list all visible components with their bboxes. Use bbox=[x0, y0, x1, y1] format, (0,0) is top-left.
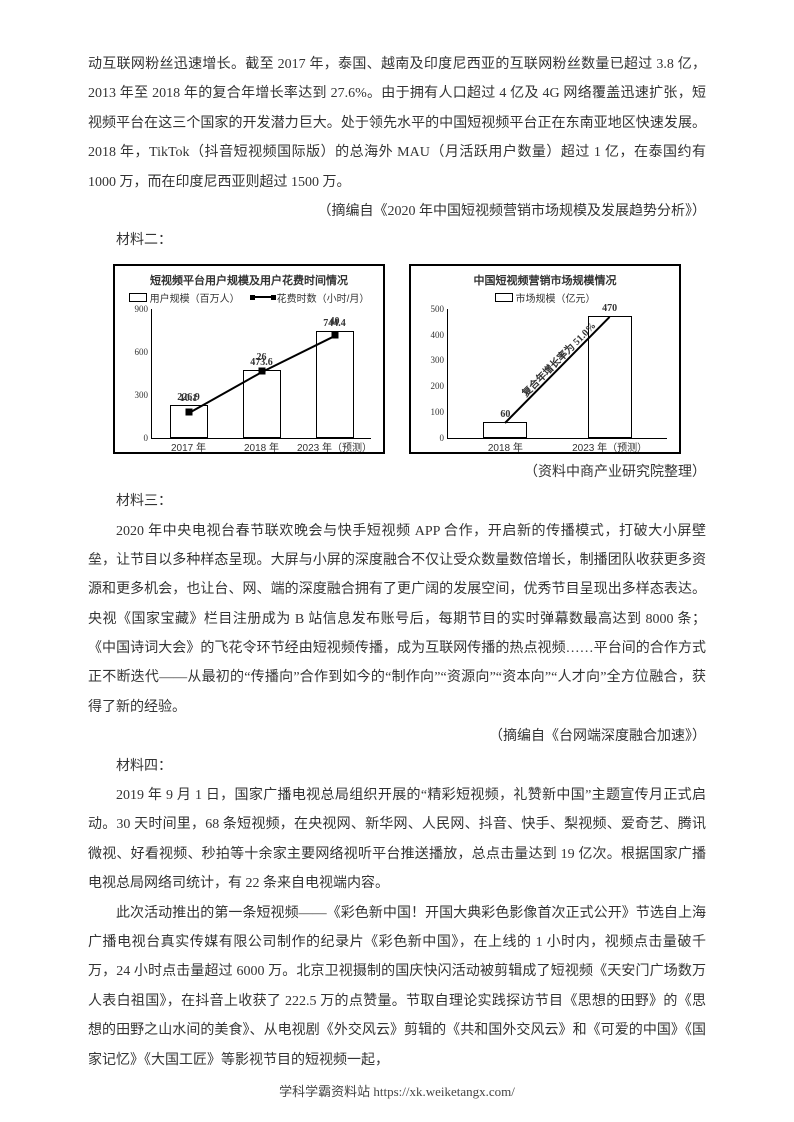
paragraph-3: 2020 年中央电视台春节联欢晚会与快手短视频 APP 合作，开启新的传播模式，… bbox=[88, 517, 706, 723]
y-tick: 600 bbox=[122, 347, 148, 357]
chart-a-plot: 0300600900226.92017 年473.62018 年744.4202… bbox=[151, 309, 371, 439]
bar-swatch-icon bbox=[129, 293, 147, 302]
y-tick: 400 bbox=[418, 330, 444, 340]
y-tick: 200 bbox=[418, 381, 444, 391]
line-value-label: 40 bbox=[330, 316, 340, 327]
x-tick: 2017 年 bbox=[171, 439, 206, 454]
paragraph-4a: 2019 年 9 月 1 日，国家广播电视总局组织开展的“精彩短视频，礼赞新中国… bbox=[88, 781, 706, 899]
paragraph-4b: 此次活动推出的第一条短视频——《彩色新中国！开国大典彩色影像首次正式公开》节选自… bbox=[88, 899, 706, 1075]
chart-market-scale: 中国短视频营销市场规模情况 市场规模（亿元） 01002003004005006… bbox=[409, 264, 681, 454]
y-tick: 100 bbox=[418, 407, 444, 417]
chart-a-legend: 用户规模（百万人） 花费时数（小时/月） bbox=[121, 290, 377, 305]
bar-swatch-icon bbox=[495, 293, 513, 302]
material-4-label: 材料四： bbox=[88, 752, 706, 781]
chart-b-legend: 市场规模（亿元） bbox=[417, 290, 673, 305]
material-2-label: 材料二： bbox=[88, 226, 706, 255]
x-tick: 2018 年 bbox=[244, 439, 279, 454]
citation-1: （摘编自《2020 年中国短视频营销市场规模及发展趋势分析》） bbox=[88, 197, 706, 226]
legend-bar-label: 用户规模（百万人） bbox=[150, 290, 240, 305]
charts-row: 短视频平台用户规模及用户花费时间情况 用户规模（百万人） 花费时数（小时/月） … bbox=[88, 264, 706, 454]
material-3-label: 材料三： bbox=[88, 487, 706, 516]
chart-user-scale: 短视频平台用户规模及用户花费时间情况 用户规模（百万人） 花费时数（小时/月） … bbox=[113, 264, 385, 454]
bar bbox=[316, 331, 354, 438]
growth-rate-label: 复合年增长率为 51.0% bbox=[517, 318, 598, 400]
line-point bbox=[331, 331, 338, 338]
y-tick: 0 bbox=[122, 433, 148, 443]
citation-2: （资料中商产业研究院整理） bbox=[88, 458, 706, 487]
chart-b-plot: 0100200300400500602018 年4702023 年（预测）复合年… bbox=[447, 309, 667, 439]
y-tick: 0 bbox=[418, 433, 444, 443]
citation-3: （摘编自《台网端深度融合加速》） bbox=[88, 722, 706, 751]
line-swatch-icon bbox=[252, 296, 274, 298]
bar-value-label: 470 bbox=[602, 303, 617, 314]
y-tick: 900 bbox=[122, 304, 148, 314]
bar bbox=[588, 316, 632, 437]
chart-b-title: 中国短视频营销市场规模情况 bbox=[417, 272, 673, 288]
line-value-label: 10.1 bbox=[180, 393, 198, 404]
y-tick: 300 bbox=[122, 390, 148, 400]
legend-line-label: 花费时数（小时/月） bbox=[277, 290, 370, 305]
footer-text: 学科学霸资料站 https://xk.weiketangx.com/ bbox=[0, 1081, 794, 1100]
legend-bar-label: 市场规模（亿元） bbox=[516, 290, 596, 305]
x-tick: 2018 年 bbox=[488, 439, 523, 454]
chart-a-title: 短视频平台用户规模及用户花费时间情况 bbox=[121, 272, 377, 288]
y-tick: 300 bbox=[418, 355, 444, 365]
x-tick: 2023 年（预测） bbox=[297, 439, 372, 454]
y-tick: 500 bbox=[418, 304, 444, 314]
line-point bbox=[185, 408, 192, 415]
x-tick: 2023 年（预测） bbox=[572, 439, 647, 454]
paragraph-1: 动互联网粉丝迅速增长。截至 2017 年，泰国、越南及印度尼西亚的互联网粉丝数量… bbox=[88, 50, 706, 197]
line-value-label: 26 bbox=[257, 352, 267, 363]
line-point bbox=[258, 367, 265, 374]
bar bbox=[483, 422, 527, 437]
